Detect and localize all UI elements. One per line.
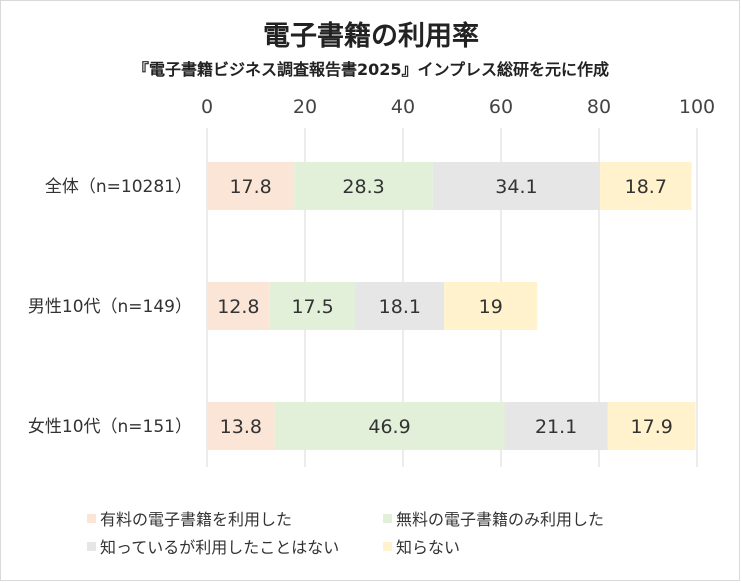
category-label: 女性10代（n=151） xyxy=(28,417,192,437)
legend-swatch xyxy=(87,541,96,551)
x-tick-label: 60 xyxy=(489,96,513,118)
bar-segment xyxy=(207,162,295,210)
legend-swatch xyxy=(383,541,392,551)
legend-item: 無料の電子書籍のみ利用した xyxy=(383,506,604,530)
x-tick-label: 80 xyxy=(587,96,611,118)
category-label: 男性10代（n=149） xyxy=(28,297,192,317)
data-label: 46.9 xyxy=(368,416,410,438)
bar-segment xyxy=(207,282,270,330)
bar-segment xyxy=(274,402,505,450)
bar-segment xyxy=(432,162,600,210)
chart-title: 電子書籍の利用率 xyxy=(263,21,479,52)
legend-swatch xyxy=(87,513,96,523)
legend-swatch xyxy=(383,513,392,523)
legend-label: 知らない xyxy=(396,538,461,557)
bar-segment xyxy=(607,402,696,450)
data-label: 18.1 xyxy=(379,296,421,318)
legend-item: 知らない xyxy=(383,534,460,558)
bar-segment xyxy=(355,282,445,330)
data-label: 28.3 xyxy=(342,176,384,198)
bar-segment xyxy=(207,402,275,450)
legend-label: 知っているが利用したことはない xyxy=(100,538,340,557)
bar-segment xyxy=(444,282,538,330)
data-label: 19 xyxy=(479,296,503,318)
data-label: 21.1 xyxy=(535,416,577,438)
bar-segment xyxy=(504,402,608,450)
data-label: 13.8 xyxy=(220,416,262,438)
data-label: 17.8 xyxy=(229,176,271,198)
data-label: 17.9 xyxy=(631,416,673,438)
data-label: 12.8 xyxy=(217,296,259,318)
x-tick-label: 100 xyxy=(679,96,715,118)
legend-label: 有料の電子書籍を利用した xyxy=(100,510,293,529)
data-label: 34.1 xyxy=(495,176,537,198)
chart-subtitle: 『電子書籍ビジネス調査報告書2025』インプレス総研を元に作成 xyxy=(132,60,610,79)
x-tick-label: 40 xyxy=(391,96,415,118)
data-label: 18.7 xyxy=(625,176,667,198)
category-label: 全体（n=10281） xyxy=(45,177,192,197)
bar-segment xyxy=(599,162,692,210)
bar-segment xyxy=(294,162,433,210)
legend-label: 無料の電子書籍のみ利用した xyxy=(396,510,605,529)
bar-segment xyxy=(269,282,356,330)
legend-item: 有料の電子書籍を利用した xyxy=(87,506,292,530)
x-tick-label: 20 xyxy=(293,96,317,118)
legend-item: 知っているが利用したことはない xyxy=(87,534,339,558)
x-tick-label: 0 xyxy=(201,96,213,118)
data-label: 17.5 xyxy=(291,296,333,318)
